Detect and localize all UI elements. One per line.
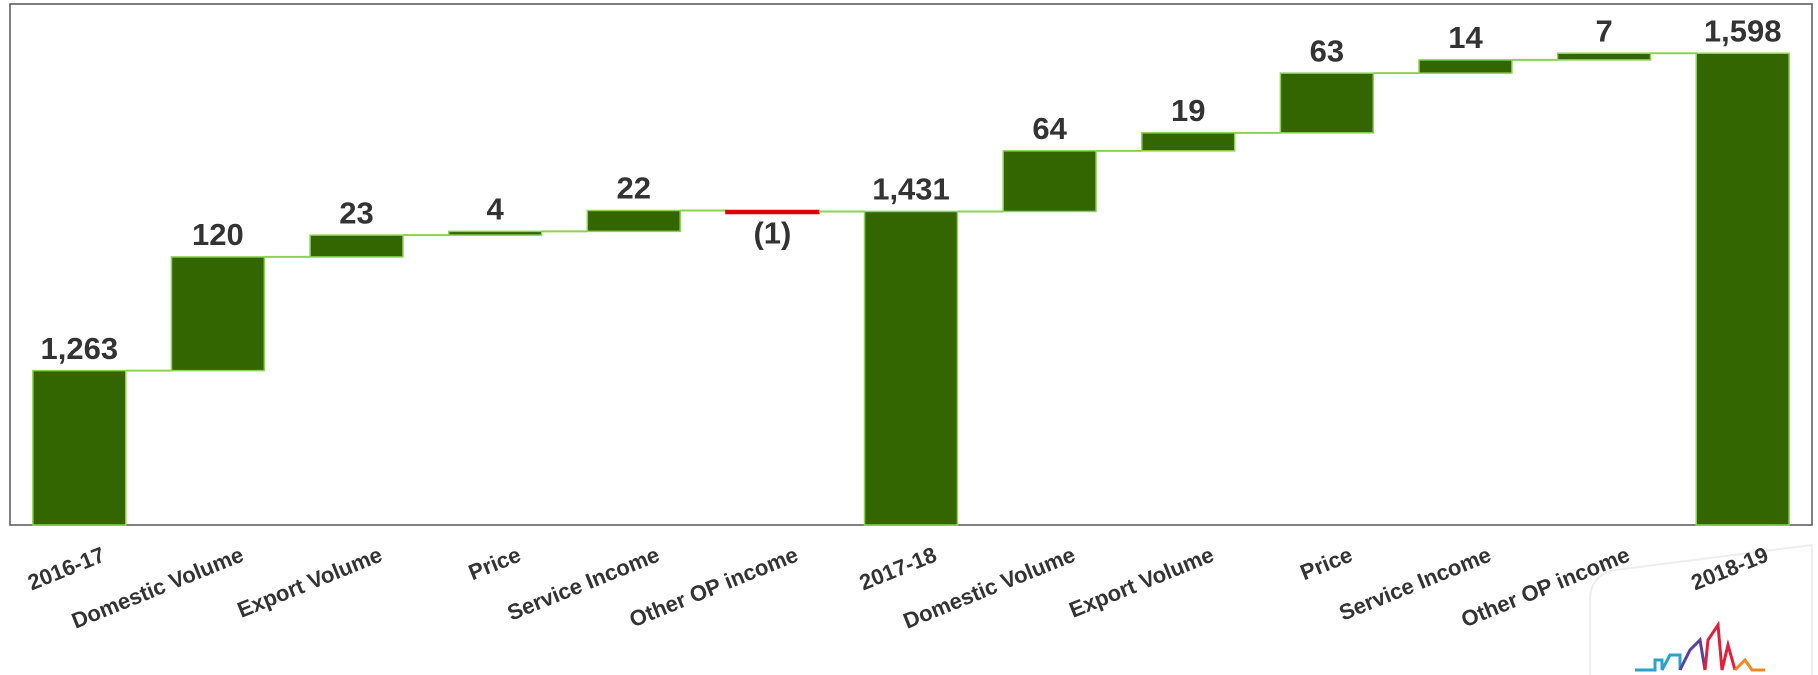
bar xyxy=(1141,132,1236,152)
bar xyxy=(1418,59,1513,74)
value-label: 1,431 xyxy=(872,172,950,207)
value-label: 23 xyxy=(339,195,373,230)
value-label: 1,598 xyxy=(1704,13,1782,48)
x-tick-label: 2016-17 xyxy=(24,542,108,595)
value-label: 63 xyxy=(1310,33,1344,68)
logo xyxy=(1589,543,1813,675)
bar xyxy=(1695,52,1790,526)
x-tick-label: 2017-18 xyxy=(856,542,940,595)
bar xyxy=(725,209,820,215)
bar xyxy=(863,210,959,526)
x-tick-label: Price xyxy=(1297,542,1356,585)
value-label: 4 xyxy=(487,192,505,227)
bar xyxy=(1279,72,1375,134)
bar xyxy=(32,369,127,526)
x-tick-label: Export Volume xyxy=(234,542,386,623)
value-label: 22 xyxy=(617,171,651,206)
bar xyxy=(309,234,404,258)
bar xyxy=(586,209,681,233)
value-label: 19 xyxy=(1171,93,1205,128)
value-label: 64 xyxy=(1032,111,1067,146)
value-label: 120 xyxy=(192,217,244,252)
x-tick-label: Export Volume xyxy=(1065,542,1217,623)
bar xyxy=(1002,150,1097,213)
bar xyxy=(447,230,543,236)
bar xyxy=(170,256,266,372)
value-label: 14 xyxy=(1448,20,1483,55)
value-label: 7 xyxy=(1595,13,1612,48)
value-label: (1) xyxy=(753,216,791,251)
bar xyxy=(1556,52,1652,61)
x-tick-label: Price xyxy=(465,542,524,585)
value-label: 1,263 xyxy=(41,331,119,366)
